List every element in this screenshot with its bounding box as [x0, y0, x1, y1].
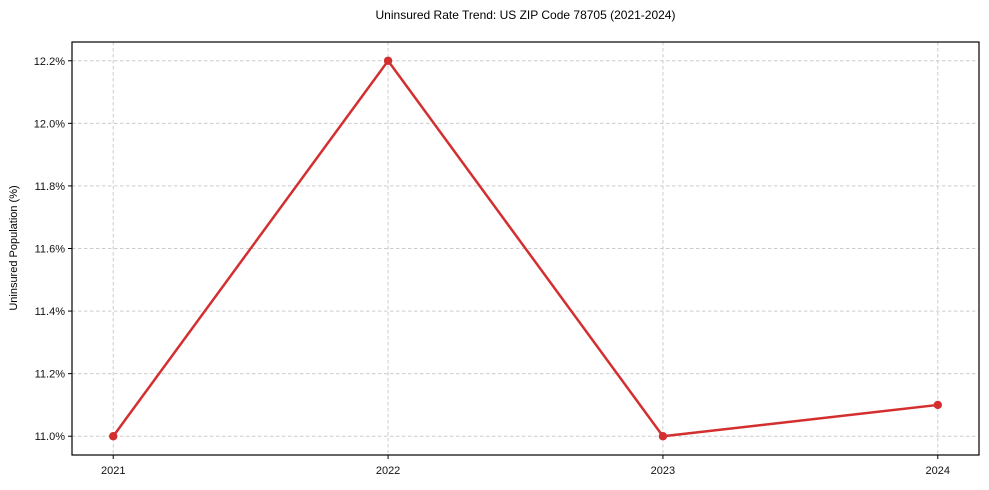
chart-title: Uninsured Rate Trend: US ZIP Code 78705 … [375, 8, 676, 22]
y-tick-label: 11.2% [35, 369, 66, 381]
y-tick-label: 12.0% [34, 118, 65, 130]
plot-border [71, 41, 980, 456]
y-tick-label: 11.6% [35, 244, 66, 256]
x-tick-label: 2023 [651, 465, 675, 477]
trend-line [111, 59, 940, 438]
data-point-2023 [658, 432, 668, 441]
y-tick-label: 11.0% [35, 431, 66, 443]
x-tick-label: 2024 [926, 465, 950, 477]
x-tick-label: 2021 [101, 465, 125, 477]
data-point-2022 [383, 56, 393, 65]
x-tick-label: 2022 [376, 465, 400, 477]
y-tick-label: 11.4% [35, 306, 66, 318]
data-point-2021 [109, 432, 118, 441]
data-point-2024 [933, 400, 942, 410]
y-tick-label: 12.2% [34, 56, 65, 68]
y-tick-label: 11.8% [35, 181, 66, 193]
